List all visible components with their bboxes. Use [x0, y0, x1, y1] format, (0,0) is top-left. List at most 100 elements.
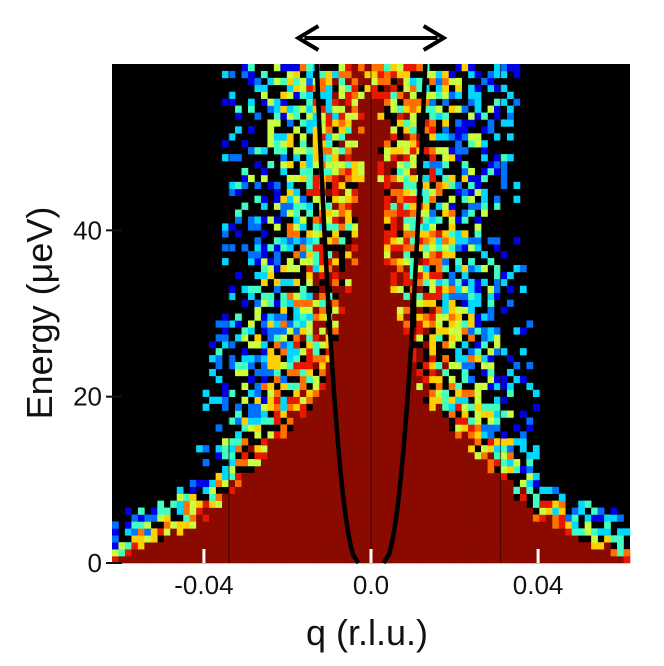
heatmap-cell — [481, 507, 488, 515]
heatmap-cell — [222, 258, 229, 266]
heatmap-cell — [396, 174, 404, 183]
heatmap-cell — [390, 306, 398, 314]
heatmap-cell — [202, 556, 210, 564]
heatmap-cell — [325, 382, 333, 391]
heatmap-cell — [468, 70, 475, 79]
heatmap-cell — [267, 313, 275, 321]
heatmap-cell — [506, 64, 514, 72]
heatmap-cell — [358, 327, 365, 335]
heatmap-cell — [222, 507, 229, 515]
heatmap-cell — [338, 556, 346, 564]
heatmap-cell — [228, 417, 236, 425]
heatmap-cell — [196, 535, 203, 543]
heatmap-cell — [176, 486, 184, 494]
heatmap-cell — [260, 549, 268, 557]
heatmap-cell — [247, 410, 255, 418]
heatmap-cell — [260, 362, 268, 370]
heatmap-cell — [351, 77, 359, 86]
heatmap-cell — [422, 195, 430, 203]
heatmap-cell — [494, 334, 501, 342]
heatmap-cell — [442, 431, 449, 439]
heatmap-cell — [345, 278, 352, 287]
heatmap-cell — [468, 417, 475, 425]
heatmap-cell — [396, 161, 404, 169]
heatmap-cell — [422, 445, 430, 453]
heatmap-cell — [364, 278, 372, 287]
heatmap-cell — [377, 542, 385, 550]
heatmap-cell — [306, 472, 314, 481]
heatmap-cell — [500, 251, 508, 259]
heatmap-cell — [273, 334, 281, 342]
heatmap-cell — [526, 452, 534, 460]
heatmap-cell — [390, 271, 398, 280]
heatmap-cell — [338, 389, 346, 397]
heatmap-cell — [448, 244, 456, 252]
heatmap-cell — [461, 472, 469, 481]
heatmap-cell — [435, 313, 443, 321]
heatmap-cell — [494, 479, 501, 488]
heatmap-cell — [364, 112, 372, 120]
heatmap-cell — [260, 556, 268, 564]
heatmap-cell — [371, 521, 378, 529]
heatmap-cell — [442, 285, 449, 294]
heatmap-cell — [235, 472, 242, 481]
heatmap-cell — [222, 320, 229, 328]
heatmap-cell — [358, 264, 365, 273]
heatmap-cell — [545, 486, 553, 494]
heatmap-cell — [383, 264, 391, 273]
heatmap-cell — [319, 542, 326, 550]
heatmap-cell — [390, 341, 398, 349]
heatmap-cell — [358, 313, 365, 321]
heatmap-cell — [260, 507, 268, 515]
heatmap-cell — [487, 119, 495, 127]
heatmap-cell — [228, 459, 236, 467]
heatmap-cell — [468, 549, 475, 557]
heatmap-cell — [390, 147, 398, 155]
heatmap-cell — [506, 493, 514, 501]
heatmap-cell — [325, 126, 333, 134]
heatmap-cell — [299, 362, 307, 370]
heatmap-cell — [332, 472, 339, 481]
heatmap-cell — [494, 195, 501, 203]
heatmap-cell — [137, 521, 145, 529]
heatmap-cell — [448, 285, 456, 294]
heatmap-cell — [345, 348, 352, 356]
heatmap-cell — [157, 514, 165, 522]
heatmap-cell — [364, 133, 372, 141]
heatmap-cell — [396, 70, 404, 79]
heatmap-cell — [293, 64, 301, 72]
heatmap-cell — [215, 320, 223, 328]
heatmap-cell — [519, 542, 527, 550]
heatmap-cell — [442, 327, 449, 335]
heatmap-cell — [351, 438, 359, 446]
heatmap-cell — [474, 438, 482, 446]
heatmap-cell — [319, 368, 326, 377]
heatmap-cell — [403, 292, 411, 300]
heatmap-cell — [390, 348, 398, 356]
heatmap-cell — [351, 285, 359, 294]
heatmap-cell — [429, 244, 437, 252]
heatmap-cell — [396, 258, 404, 266]
heatmap-cell — [273, 237, 281, 245]
heatmap-cell — [403, 486, 411, 494]
heatmap-cell — [319, 417, 326, 425]
heatmap-cell — [377, 278, 385, 287]
heatmap-cell — [403, 174, 411, 183]
dispersion-curve — [314, 63, 361, 565]
heatmap-cell — [260, 472, 268, 481]
heatmap-cell — [532, 403, 540, 411]
heatmap-cell — [312, 396, 320, 404]
heatmap-cell — [364, 424, 372, 432]
heatmap-cell — [396, 77, 404, 86]
heatmap-cell — [377, 459, 385, 467]
heatmap-cell — [416, 292, 424, 300]
heatmap-cell — [260, 500, 268, 508]
heatmap-cell — [422, 528, 430, 536]
heatmap-cell — [519, 549, 527, 557]
heatmap-cell — [293, 472, 301, 481]
heatmap-cell — [131, 556, 139, 564]
heatmap-cell — [293, 292, 301, 300]
heatmap-cell — [383, 403, 391, 411]
y-tick-label: 0 — [88, 548, 102, 578]
heatmap-cell — [267, 181, 275, 190]
